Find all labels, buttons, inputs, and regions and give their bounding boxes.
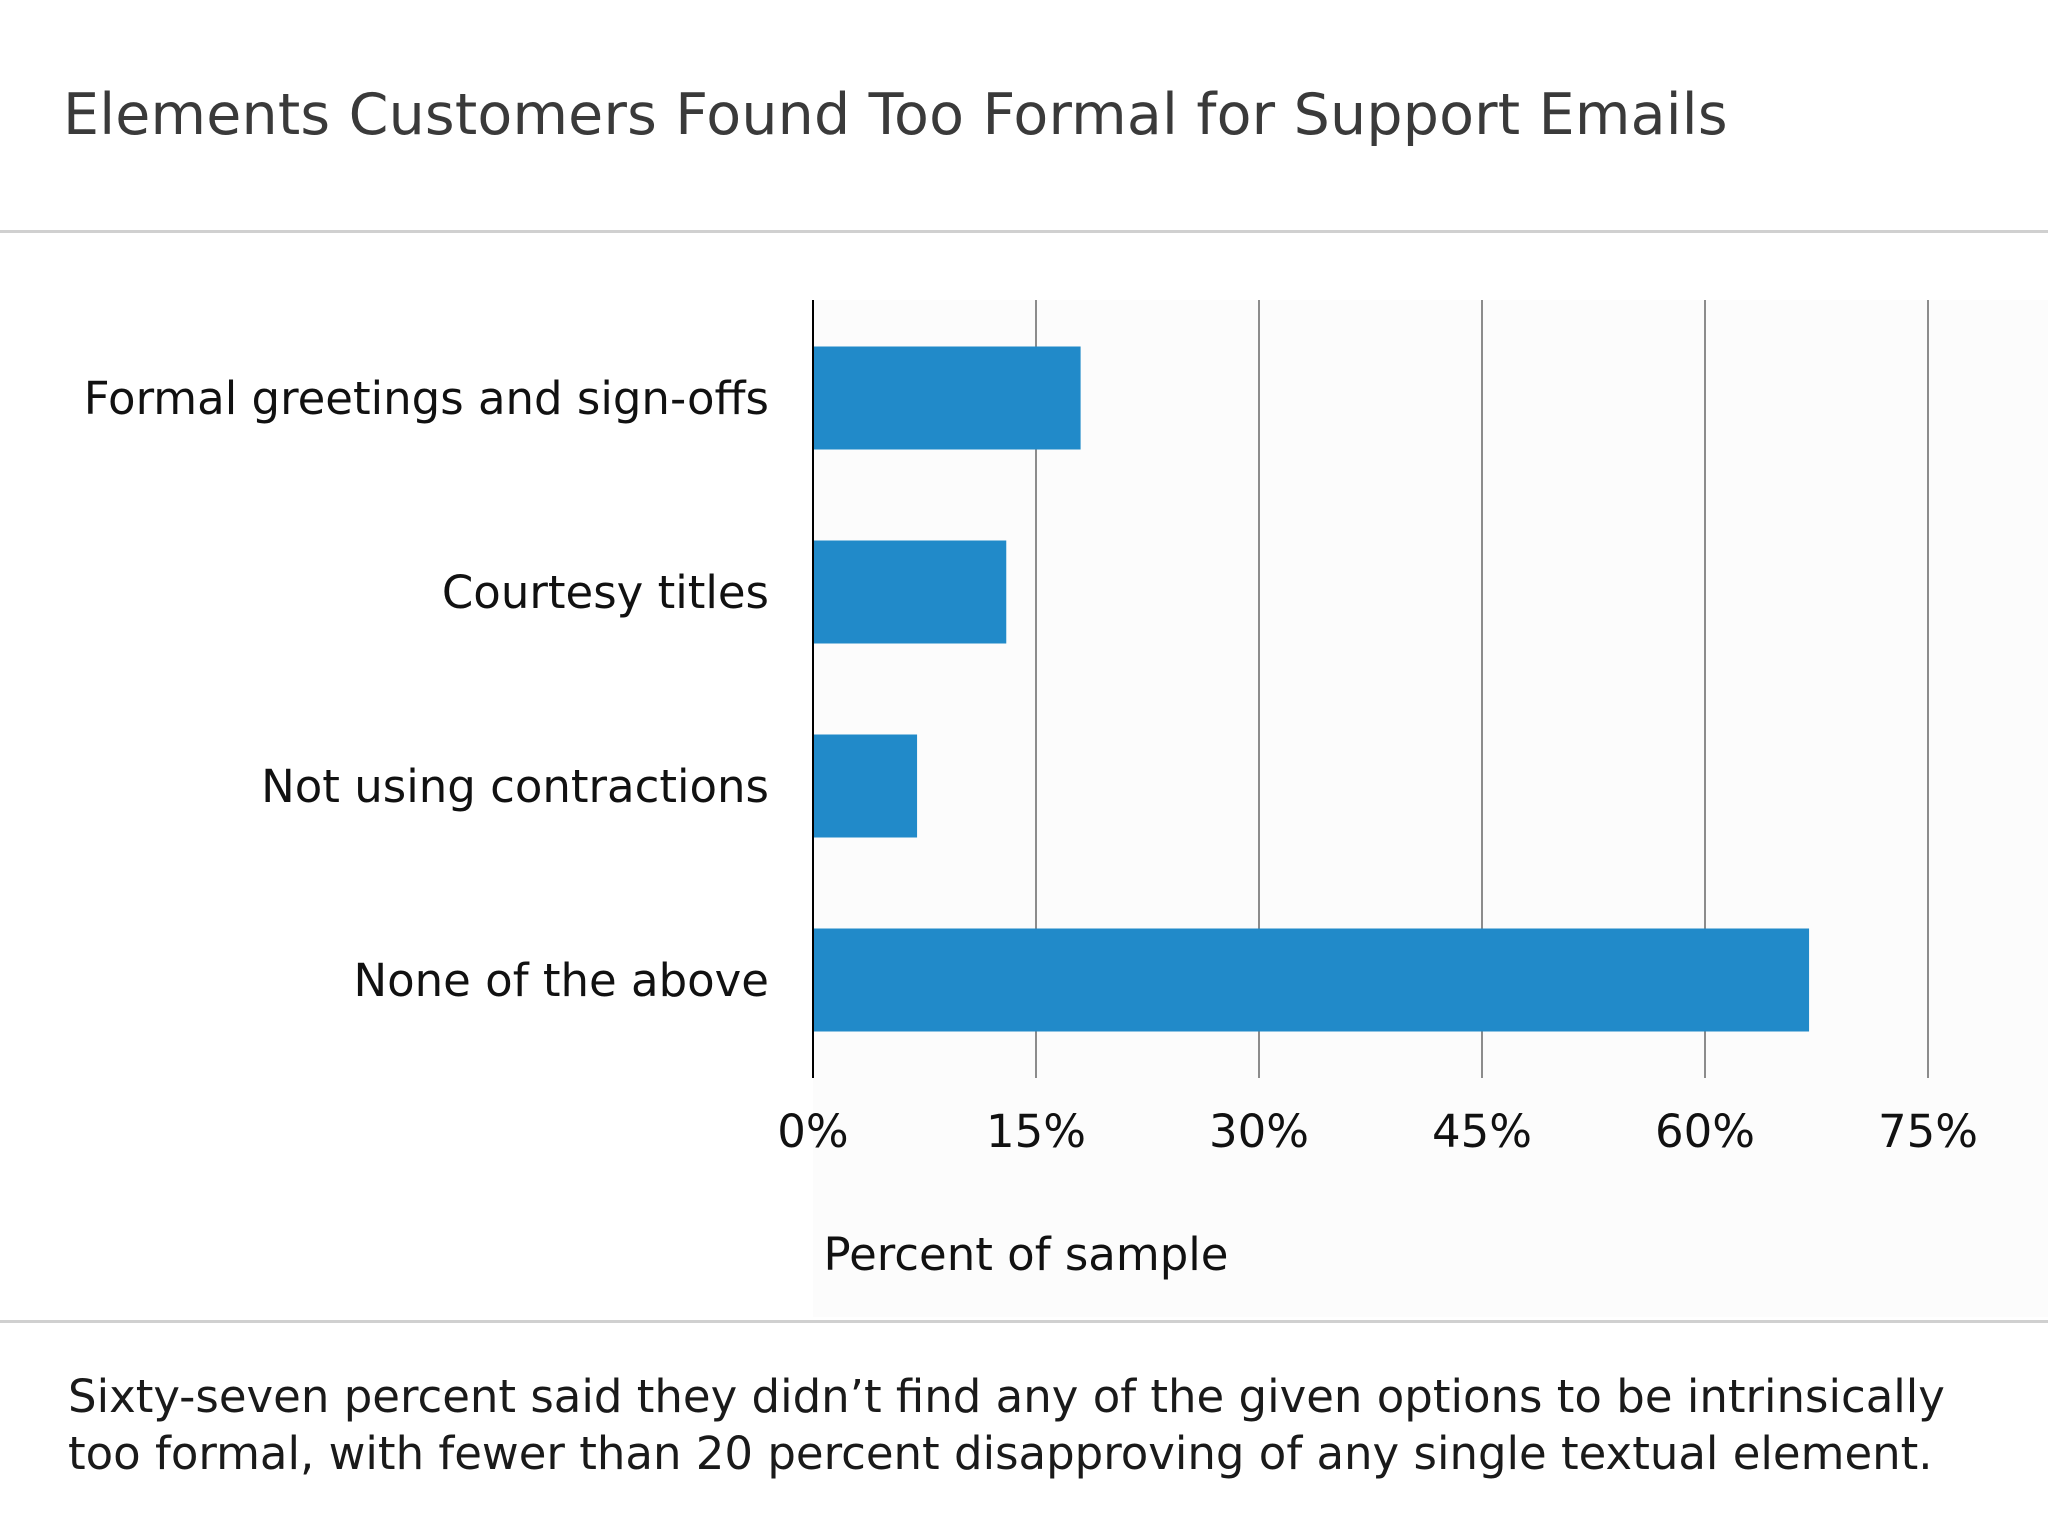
bar: [813, 540, 1007, 644]
x-tick-label: 30%: [1209, 1105, 1309, 1158]
x-axis-title: Percent of sample: [824, 1228, 1229, 1281]
x-tick-label: 60%: [1655, 1105, 1755, 1158]
bottom-divider: [0, 1320, 2048, 1323]
bar: [813, 346, 1081, 450]
bar-chart: Formal greetings and sign-offs Courtesy t…: [83, 300, 2048, 1317]
caption-line-2: too formal, with fewer than 20 percent d…: [68, 1427, 1933, 1480]
x-tick-label: 45%: [1432, 1105, 1532, 1158]
category-label: Courtesy titles: [442, 566, 769, 619]
category-label: None of the above: [353, 954, 769, 1007]
bar: [813, 928, 1810, 1032]
chart-caption: Sixty-seven percent said they didn’t fin…: [68, 1368, 2028, 1482]
category-label: Not using contractions: [261, 760, 769, 813]
x-tick-labels: 0% 15% 30% 45% 60% 75%: [777, 1105, 1978, 1158]
bar: [813, 734, 918, 838]
top-divider: [0, 230, 2048, 233]
chart-title: Elements Customers Found Too Formal for …: [63, 82, 1728, 148]
caption-line-1: Sixty-seven percent said they didn’t fin…: [68, 1370, 1945, 1423]
x-tick-label: 15%: [986, 1105, 1086, 1158]
plot-background: [813, 300, 2048, 1317]
category-labels: Formal greetings and sign-offs Courtesy t…: [84, 372, 769, 1007]
bars: [813, 346, 1810, 1032]
x-tick-label: 75%: [1878, 1105, 1978, 1158]
x-tick-label: 0%: [777, 1105, 848, 1158]
category-label: Formal greetings and sign-offs: [84, 372, 769, 425]
